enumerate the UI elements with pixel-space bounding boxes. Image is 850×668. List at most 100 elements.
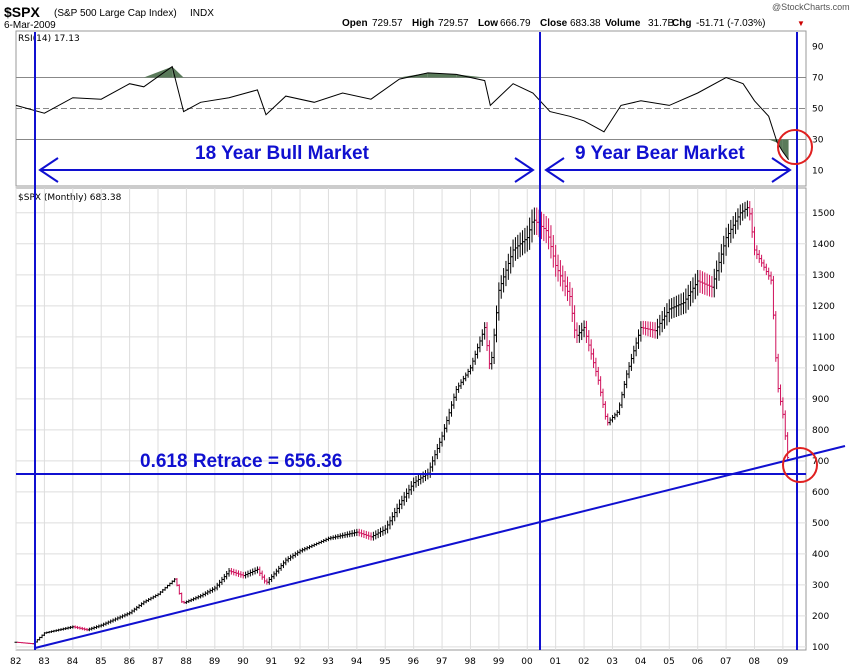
ohlc-bar <box>208 588 212 594</box>
ohlc-bar <box>693 273 697 300</box>
chg-label: Chg <box>672 18 691 29</box>
x-tick-label: 99 <box>493 657 505 667</box>
ohlc-bar <box>461 375 465 386</box>
ohlc-bar <box>473 350 477 365</box>
ohlc-bar <box>466 368 470 378</box>
ohlc-bar <box>596 366 600 385</box>
ohlc-bar <box>142 600 146 606</box>
x-tick-label: 94 <box>351 657 363 667</box>
ohlc-bar <box>615 409 619 418</box>
ohlc-bar <box>584 320 588 343</box>
ohlc-bar <box>551 235 555 268</box>
ohlc-bar <box>764 263 768 276</box>
ohlc-bar <box>260 570 264 580</box>
price-tick-label: 200 <box>812 612 829 622</box>
ohlc-bar <box>293 551 297 558</box>
ohlc-bar <box>156 593 160 597</box>
price-tick-label: 1400 <box>812 240 835 250</box>
x-tick-label: 97 <box>436 657 447 667</box>
ohlc-bar <box>412 477 416 492</box>
price-tick-label: 700 <box>812 457 829 467</box>
ohlc-bar <box>513 237 517 261</box>
trend-line <box>34 445 846 649</box>
ohlc-bar <box>154 594 158 598</box>
ohlc-bar <box>409 481 413 495</box>
index-name: (S&P 500 Large Cap Index) <box>54 8 177 19</box>
volume-value: 31.7B <box>648 18 674 29</box>
rsi-title: RSI(14) 17.13 <box>18 34 80 44</box>
ohlc-bar <box>745 200 749 217</box>
ohlc-bar <box>383 524 387 535</box>
ohlc-bar <box>265 578 269 585</box>
x-tick-label: 96 <box>408 657 420 667</box>
ohlc-bar <box>566 276 570 302</box>
ohlc-bar <box>779 384 783 406</box>
ohlc-bar <box>130 609 134 615</box>
ohlc-bar <box>544 216 548 244</box>
ohlc-bar <box>227 568 231 577</box>
ohlc-bar <box>547 218 551 250</box>
ohlc-bar <box>639 321 643 342</box>
ohlc-bar <box>528 217 532 250</box>
price-tick-label: 1500 <box>812 209 835 219</box>
ohlc-bar <box>487 340 491 370</box>
ohlc-bar <box>452 393 456 409</box>
ohlc-bar <box>655 318 659 339</box>
ohlc-bar <box>121 614 125 619</box>
ohlc-bar <box>497 282 501 321</box>
ohlc-bar <box>499 275 503 299</box>
ohlc-bar <box>717 252 721 281</box>
rsi-overbought-fill <box>172 66 184 78</box>
ohlc-bar <box>509 246 513 274</box>
price-tick-label: 1200 <box>812 302 835 312</box>
ohlc-bar <box>667 299 671 323</box>
ohlc-bar <box>556 254 560 282</box>
ohlc-bar <box>769 271 773 285</box>
x-tick-label: 01 <box>550 657 561 667</box>
ohlc-bar <box>516 234 520 260</box>
ohlc-bar <box>397 499 401 514</box>
ohlc-bar <box>303 546 307 552</box>
price-tick-label: 500 <box>812 519 829 529</box>
ohlc-bar <box>606 413 610 426</box>
ohlc-bar <box>151 595 155 600</box>
rsi-tick-label: 10 <box>812 167 824 177</box>
ohlc-bar <box>457 382 461 393</box>
ohlc-bar <box>710 276 714 298</box>
close-value: 683.38 <box>570 18 601 29</box>
ohlc-bar <box>137 604 141 609</box>
ohlc-bar <box>149 596 153 601</box>
ohlc-bar <box>104 621 108 626</box>
ohlc-bar <box>274 568 278 577</box>
ohlc-bar <box>222 573 226 583</box>
ohlc-bar <box>213 585 217 592</box>
price-tick-label: 400 <box>812 550 829 560</box>
ohlc-bar <box>748 201 752 221</box>
x-tick-label: 82 <box>10 657 21 667</box>
ohlc-bar <box>568 282 572 306</box>
x-tick-label: 90 <box>237 657 249 667</box>
rsi-tick-label: 90 <box>812 43 824 53</box>
ohlc-bar <box>570 287 574 323</box>
ohlc-bar <box>504 260 508 287</box>
ohlc-bar <box>743 201 747 219</box>
ohlc-bar <box>618 402 622 415</box>
x-tick-label: 04 <box>635 657 647 667</box>
ohlc-bar <box>684 288 688 314</box>
ohlc-bar <box>442 424 446 441</box>
ohlc-bar <box>672 296 676 318</box>
price-title: $SPX (Monthly) 683.38 <box>18 193 122 203</box>
close-label: Close <box>540 18 568 29</box>
volume-label: Volume <box>605 18 641 29</box>
ohlc-bar <box>478 336 482 353</box>
ohlc-bar <box>589 339 593 360</box>
ohlc-bar <box>622 380 626 399</box>
ohlc-bar <box>691 277 695 303</box>
ohlc-bar <box>423 470 427 482</box>
ohlc-bar <box>712 268 716 298</box>
ohlc-bar <box>554 244 558 277</box>
ohlc-bar <box>705 273 709 296</box>
ohlc-bar <box>530 209 534 243</box>
x-tick-label: 89 <box>209 657 221 667</box>
ohlc-bar <box>627 362 631 379</box>
